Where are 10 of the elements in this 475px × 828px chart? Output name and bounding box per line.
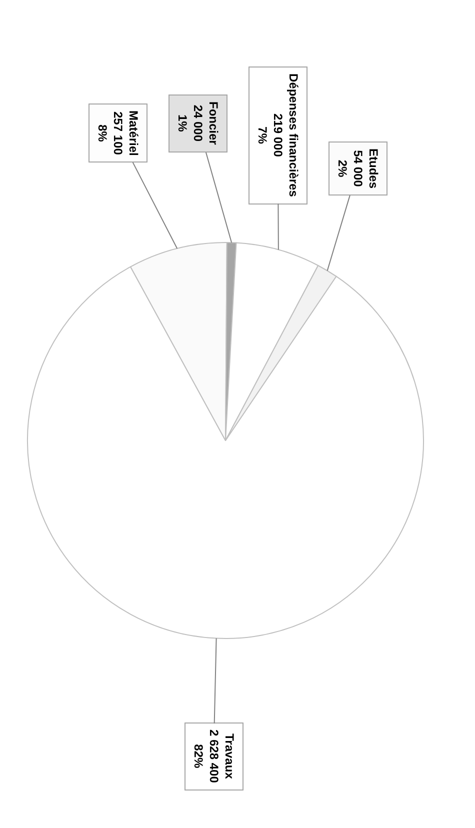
data-label: 54 000 2% — [334, 150, 364, 187]
slice-label: Travaux — [222, 733, 236, 779]
data-label: 2 628 400 82% — [190, 729, 220, 783]
data-label: 257 100 8% — [94, 110, 124, 155]
data-label: 24 000 1% — [174, 104, 204, 142]
slice-label: Etudes — [366, 148, 380, 188]
slice-label: Matériel — [126, 110, 140, 156]
data-label: 219 000 7% — [254, 113, 284, 157]
slice-label: Dépenses financières — [286, 73, 300, 197]
slice-label: Foncier — [206, 101, 220, 145]
